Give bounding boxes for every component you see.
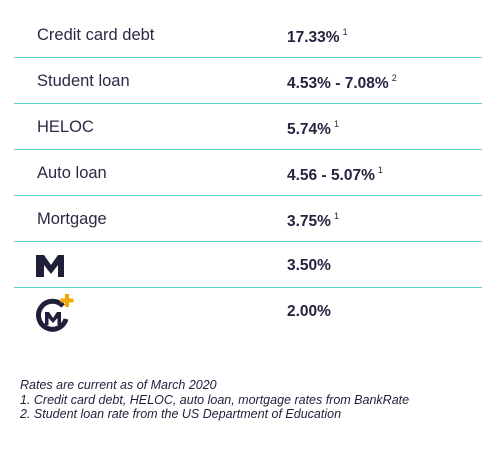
table-row: 2.00%	[14, 288, 482, 348]
row-label: Mortgage	[37, 210, 107, 228]
table-row: Student loan 4.53% - 7.08% 2	[14, 58, 482, 104]
row-rate: 5.74% 1	[287, 119, 339, 138]
footnote-line: 1. Credit card debt, HELOC, auto loan, m…	[20, 392, 410, 407]
rates-table: Credit card debt 17.33% 1 Student loan 4.…	[14, 12, 482, 348]
row-rate: 3.50%	[287, 257, 331, 274]
row-label: Auto loan	[37, 164, 107, 182]
table-row: HELOC 5.74% 1	[14, 104, 482, 150]
footnote-marker: 1	[333, 211, 339, 221]
row-label: Student loan	[37, 72, 130, 90]
table-row: 3.50%	[14, 242, 482, 288]
row-rate: 3.75% 1	[287, 211, 339, 230]
row-rate: 4.56 - 5.07% 1	[287, 165, 383, 184]
footnote-line: 2. Student loan rate from the US Departm…	[20, 407, 342, 421]
table-row: Auto loan 4.56 - 5.07% 1	[14, 150, 482, 196]
m1-plus-logo-icon	[36, 294, 74, 332]
footnote-marker: 1	[342, 27, 348, 37]
row-rate: 2.00%	[287, 303, 331, 320]
footnote-marker: 2	[391, 73, 397, 83]
footnote-marker: 1	[377, 165, 383, 175]
footnote-marker: 1	[333, 119, 339, 129]
row-label: Credit card debt	[37, 26, 155, 44]
row-label: HELOC	[37, 118, 94, 136]
footnotes: Rates are current as of March 2020 1. Cr…	[20, 378, 409, 422]
row-rate: 4.53% - 7.08% 2	[287, 73, 397, 92]
table-row: Mortgage 3.75% 1	[14, 196, 482, 242]
table-row: Credit card debt 17.33% 1	[14, 12, 482, 58]
footnote-line: Rates are current as of March 2020	[20, 378, 217, 392]
m1-logo-icon	[36, 255, 64, 277]
row-rate: 17.33% 1	[287, 27, 348, 46]
